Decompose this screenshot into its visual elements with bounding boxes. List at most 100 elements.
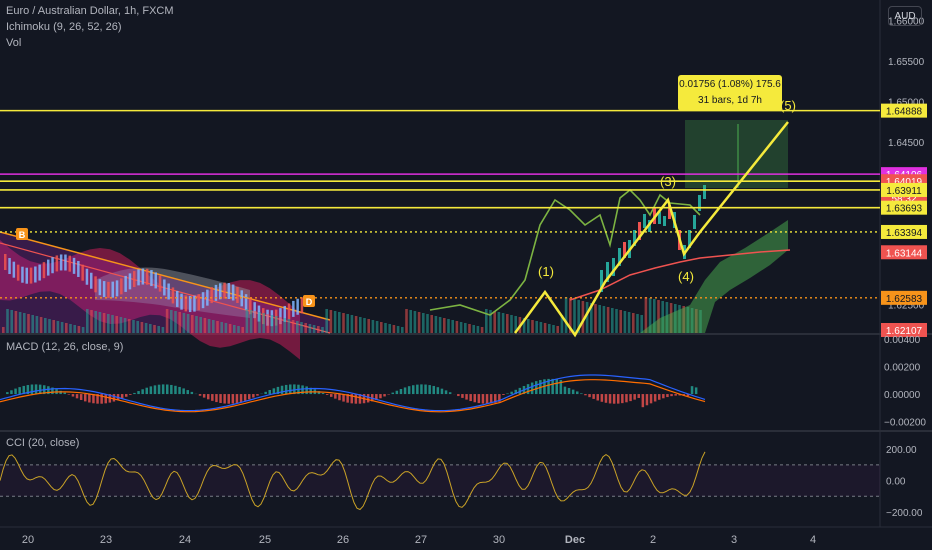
macd-histogram-bar <box>596 394 599 401</box>
volume-bar <box>426 314 429 333</box>
volume-bar <box>56 321 60 333</box>
macd-histogram-bar <box>416 384 419 395</box>
volume-bar <box>342 313 345 333</box>
macd-histogram-bar <box>584 394 587 396</box>
descending-trendline-upper <box>0 231 331 321</box>
time-axis-label: 4 <box>810 534 816 546</box>
time-axis-label: Dec <box>565 534 585 546</box>
volume-bar <box>602 306 606 333</box>
macd-histogram-bar <box>633 394 636 400</box>
candle <box>94 276 97 293</box>
macd-histogram-bar <box>223 394 226 404</box>
volume-bar <box>573 299 576 333</box>
volume-bar <box>543 323 547 333</box>
macd-histogram-bar <box>350 394 353 404</box>
macd-histogram-bar <box>293 384 296 395</box>
macd-histogram-bar <box>239 394 243 403</box>
macd-histogram-bar <box>559 380 563 395</box>
candle <box>133 271 136 288</box>
candle <box>128 273 132 290</box>
macd-histogram-bar <box>473 394 476 403</box>
macd-histogram-bar <box>342 394 345 402</box>
price-axis-label-bg <box>881 200 927 215</box>
price-axis-label: 1.62107 <box>886 326 923 337</box>
macd-histogram-bar <box>182 388 185 395</box>
macd-histogram-bar <box>88 394 91 403</box>
macd-histogram-bar <box>576 391 579 395</box>
volume-bar <box>535 321 538 333</box>
volume-bar <box>644 297 648 333</box>
macd-histogram-bar <box>112 394 116 402</box>
macd-histogram-bar <box>420 384 423 395</box>
macd-histogram-bar <box>174 385 177 395</box>
candle <box>51 257 54 274</box>
volume-bar <box>128 319 131 333</box>
macd-histogram-bar <box>30 384 34 395</box>
volume-bar <box>111 315 114 333</box>
volume-bar <box>489 310 492 333</box>
candle <box>193 295 196 312</box>
volume-bar <box>464 323 467 333</box>
volume-bar <box>367 319 370 333</box>
time-axis-label: 27 <box>415 534 427 546</box>
volume-bar <box>249 310 253 333</box>
candle <box>600 270 603 292</box>
volume-bar <box>539 322 543 333</box>
volume-bar <box>506 314 509 333</box>
price-axis-label-bg <box>881 103 927 118</box>
volume-bar <box>170 310 173 333</box>
volume-bar <box>447 319 450 333</box>
volume-bar <box>157 326 160 333</box>
macd-histogram-bar <box>428 385 431 395</box>
macd-histogram-bar <box>38 384 42 395</box>
volume-bar <box>266 314 270 333</box>
time-axis-label: 2 <box>650 534 656 546</box>
volume-bar <box>417 312 421 333</box>
volume-bar <box>52 320 55 333</box>
price-axis-label: 1.62583 <box>886 294 923 305</box>
volume-bar <box>632 313 635 333</box>
time-axis-label: 26 <box>337 534 349 546</box>
volume-bar <box>443 318 446 333</box>
volume-bar <box>459 322 463 333</box>
macd-histogram-bar <box>18 387 21 395</box>
macd-histogram-bar <box>395 390 399 395</box>
volume-bar <box>102 313 106 333</box>
currency-badge[interactable]: AUD <box>888 6 922 26</box>
volume-bar <box>312 325 316 333</box>
macd-histogram-bar <box>334 394 337 399</box>
macd-histogram-bar <box>178 386 181 395</box>
volume-bar <box>300 322 303 333</box>
macd-histogram-bar <box>641 394 645 408</box>
volume-bar <box>144 323 148 333</box>
macd-histogram-bar <box>129 394 132 395</box>
macd-histogram-bar <box>309 387 312 395</box>
volume-bar <box>270 315 274 333</box>
candle <box>29 267 33 284</box>
candle <box>124 275 127 292</box>
macd-histogram-bar <box>444 390 448 395</box>
volume-bar <box>581 301 585 333</box>
volume-bar <box>195 316 198 333</box>
volume-bar <box>10 310 13 333</box>
macd-histogram-bar <box>690 386 694 395</box>
macd-histogram-bar <box>555 379 558 395</box>
candle <box>81 264 84 281</box>
candle <box>21 266 24 283</box>
candle <box>292 300 295 317</box>
macd-histogram-bar <box>264 391 267 395</box>
macd-histogram-bar <box>10 390 13 395</box>
macd-histogram-bar <box>96 394 99 404</box>
macd-histogram-bar <box>666 394 669 398</box>
candle <box>90 272 93 289</box>
macd-histogram-bar <box>354 394 358 404</box>
candle <box>171 287 175 304</box>
macd-histogram-bar <box>79 394 83 400</box>
candle <box>111 281 114 298</box>
volume-bar <box>94 311 97 333</box>
pattern-point-marker <box>16 228 28 240</box>
volume-bar <box>149 324 152 333</box>
candle <box>249 298 252 315</box>
volume-bar <box>527 319 530 333</box>
